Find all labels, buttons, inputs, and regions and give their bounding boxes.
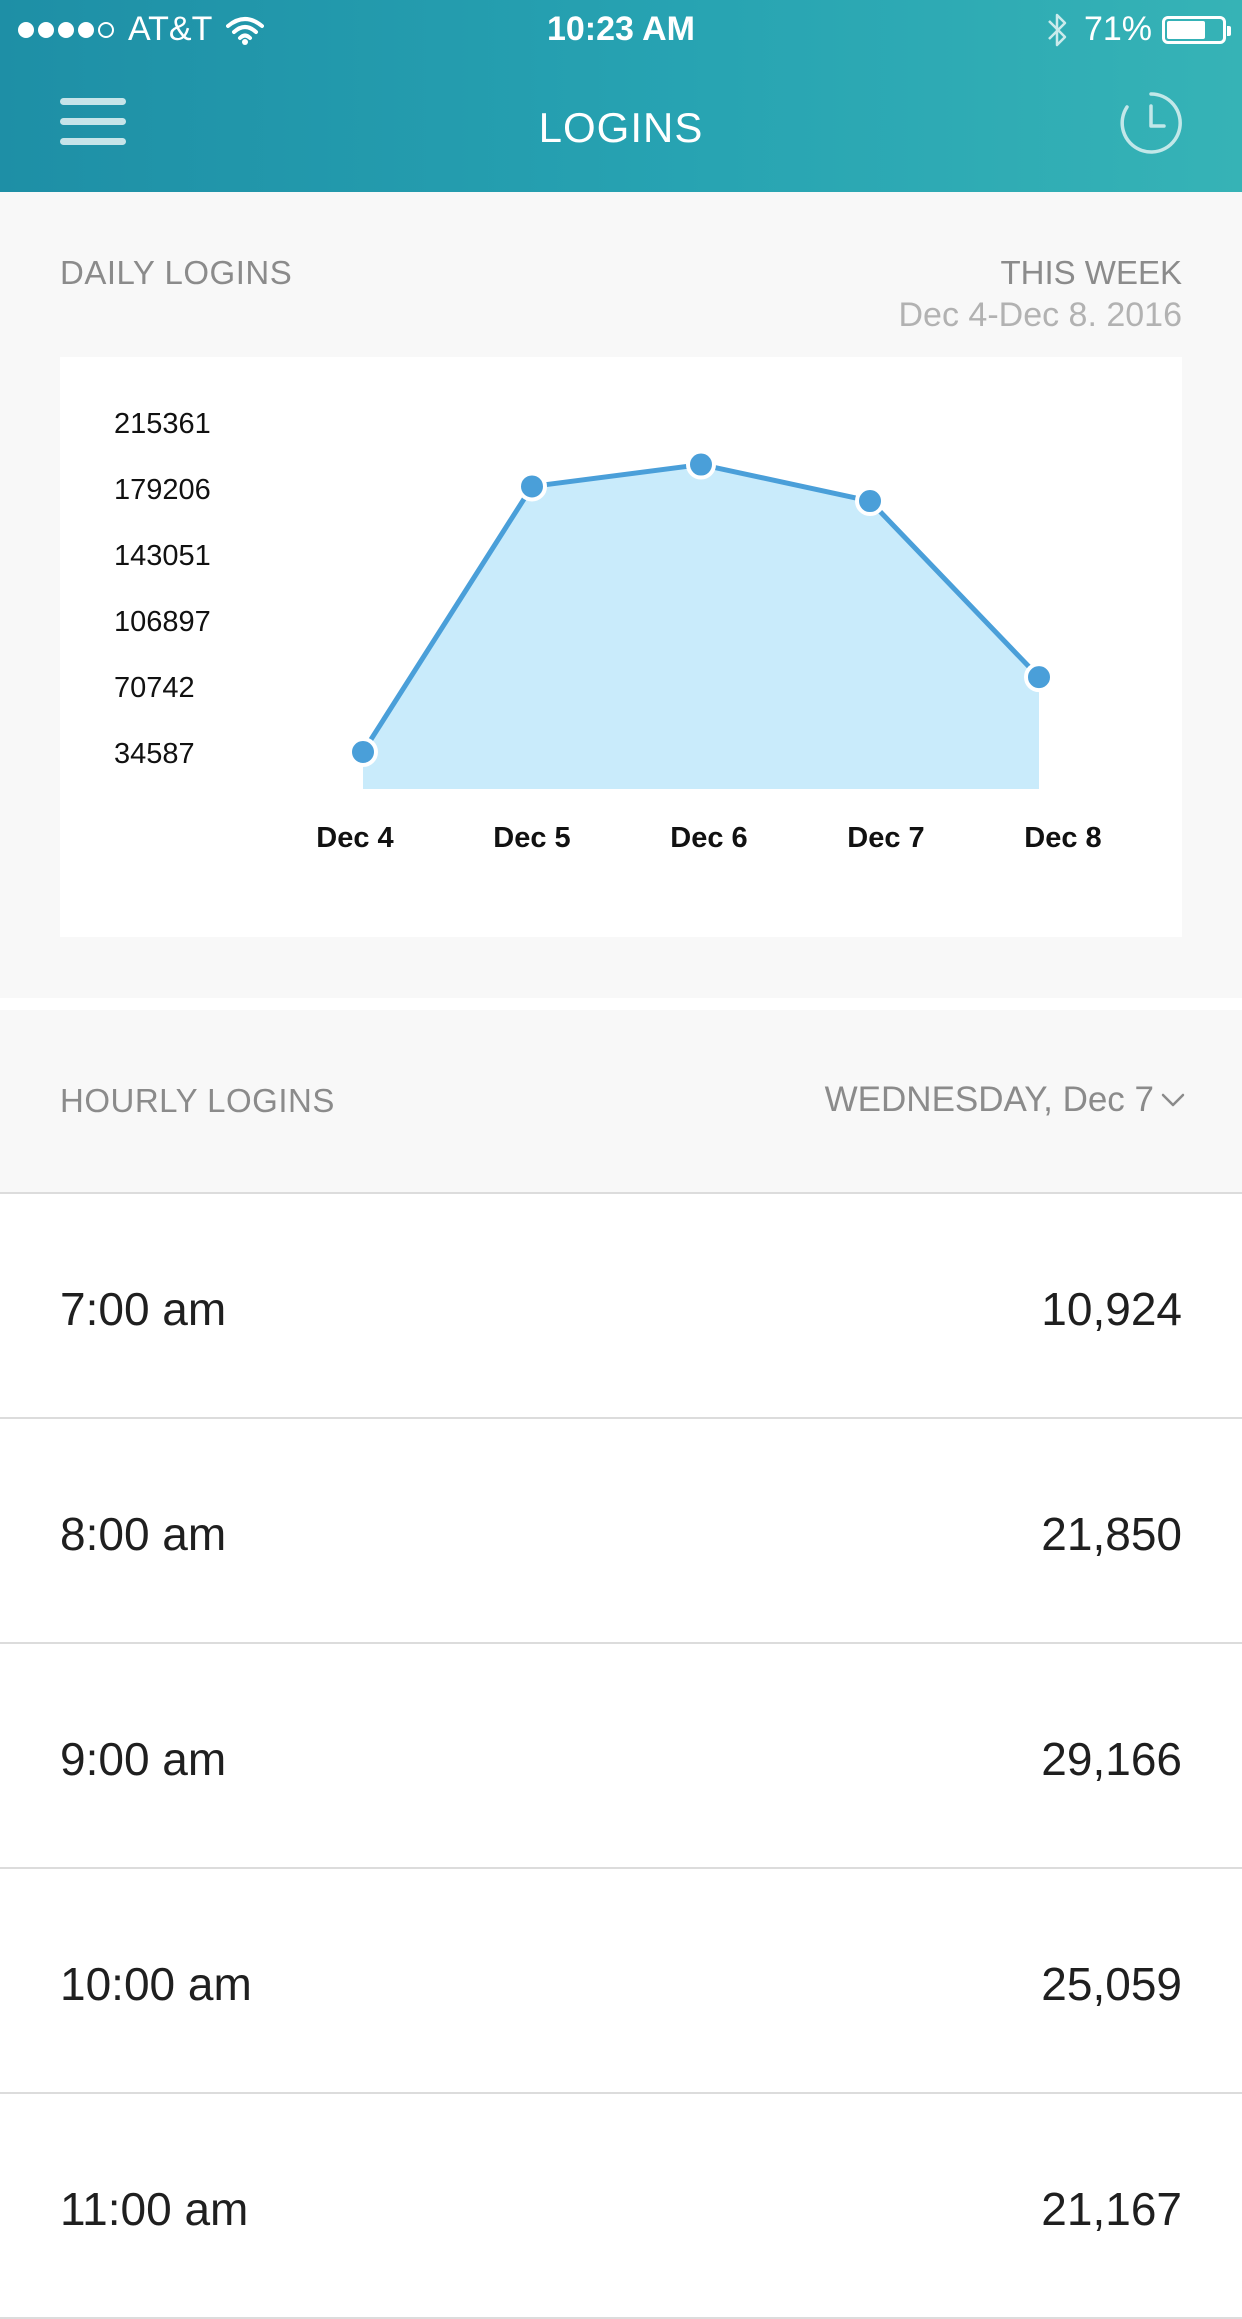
hourly-row-time: 8:00 am	[60, 1508, 227, 1560]
chart-y-tick-label: 143051	[114, 540, 211, 572]
signal-strength-icon	[18, 21, 118, 38]
signal-dot	[18, 21, 34, 38]
hourly-row-value: 10,924	[1041, 1283, 1182, 1335]
signal-dot	[38, 21, 54, 38]
chart-data-point	[686, 449, 716, 480]
chart-y-tick-label: 34587	[114, 738, 195, 770]
period-label: THIS WEEK	[1000, 254, 1182, 291]
chart-data-point	[348, 736, 378, 767]
menu-icon[interactable]	[60, 98, 126, 146]
app-header: AT&T 10:23 AM 71% LOGINS	[0, 0, 1242, 192]
chart-x-tick-label: Dec 6	[670, 822, 747, 854]
chart-x-tick-label: Dec 5	[493, 822, 570, 854]
page-title: LOGINS	[538, 104, 704, 151]
date-range: Dec 4-Dec 8. 2016	[898, 296, 1183, 334]
battery-icon	[1162, 15, 1231, 44]
chart-y-tick-label: 215361	[114, 408, 211, 440]
chart-y-tick-label: 70742	[114, 672, 195, 704]
carrier-name: AT&T	[128, 10, 213, 48]
hourly-row-time: 7:00 am	[60, 1283, 227, 1335]
hourly-row[interactable]: 10:00 am 25,059	[0, 1869, 1242, 2094]
daily-logins-title: DAILY LOGINS	[60, 254, 293, 291]
hourly-logins-title: HOURLY LOGINS	[60, 1082, 335, 1119]
hourly-row-time: 9:00 am	[60, 1733, 227, 1785]
hourly-logins-header: HOURLY LOGINS WEDNESDAY, Dec 7	[0, 1010, 1242, 1194]
day-selector[interactable]: WEDNESDAY, Dec 7	[825, 1080, 1186, 1120]
hourly-row[interactable]: 11:00 am 21,167	[0, 2094, 1242, 2319]
hourly-row[interactable]: 7:00 am 10,924	[0, 1194, 1242, 1419]
hourly-row-value: 21,850	[1041, 1508, 1182, 1560]
chart-area-fill	[363, 464, 1039, 789]
hourly-row-value: 25,059	[1041, 1958, 1182, 2010]
status-time: 10:23 AM	[546, 10, 696, 48]
section-divider	[0, 998, 1242, 1010]
selected-day-label: WEDNESDAY, Dec 7	[824, 1080, 1154, 1119]
hourly-row-time: 10:00 am	[60, 1958, 252, 2010]
signal-dot	[58, 21, 74, 38]
chart-data-point	[855, 486, 885, 517]
daily-logins-chart: 215361 179206 143051 106897 70742 34587 Dec 4 D…	[60, 357, 1182, 937]
chevron-down-icon	[1161, 1093, 1185, 1107]
chart-data-point	[1024, 662, 1054, 693]
chart-x-tick-label: Dec 4	[316, 822, 393, 854]
history-icon[interactable]	[1118, 90, 1184, 156]
bluetooth-icon	[1048, 13, 1067, 46]
daily-logins-section: DAILY LOGINS THIS WEEK Dec 4-Dec 8. 2016…	[0, 192, 1242, 998]
hourly-row[interactable]: 8:00 am 21,850	[0, 1419, 1242, 1644]
chart-y-tick-label: 106897	[114, 606, 211, 638]
hourly-logins-list: 7:00 am 10,924 8:00 am 21,850 9:00 am 29,166 1…	[0, 1194, 1242, 2319]
battery-percentage: 71%	[1083, 10, 1152, 48]
chart-data-point	[517, 471, 547, 502]
hourly-row[interactable]: 9:00 am 29,166	[0, 1644, 1242, 1869]
status-bar: AT&T 10:23 AM 71%	[0, 0, 1242, 62]
hourly-row-time: 11:00 am	[60, 2183, 249, 2235]
chart-y-tick-label: 179206	[114, 474, 211, 506]
chart-x-tick-label: Dec 7	[847, 822, 924, 854]
wifi-icon	[226, 16, 265, 45]
signal-dot	[98, 21, 114, 38]
signal-dot	[78, 21, 94, 38]
hourly-row-value: 29,166	[1041, 1733, 1182, 1785]
status-right: 71%	[1046, 10, 1231, 49]
status-left: AT&T	[18, 10, 265, 49]
chart-svg: 215361 179206 143051 106897 70742 34587 Dec 4 D…	[114, 408, 1102, 854]
hourly-row-value: 21,167	[1041, 2183, 1182, 2235]
battery-fill	[1167, 20, 1205, 39]
chart-x-tick-label: Dec 8	[1024, 822, 1101, 854]
